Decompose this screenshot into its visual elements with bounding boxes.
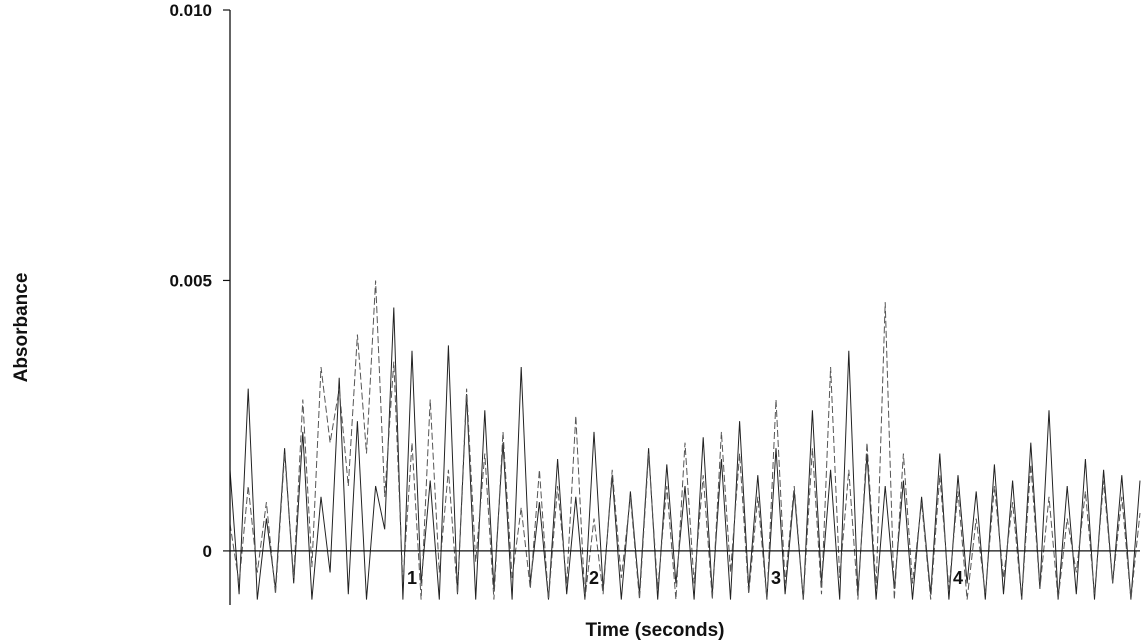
x-ticks: 1 2 3 4 xyxy=(407,568,963,588)
y-ticks: 0 0.005 0.010 xyxy=(169,1,230,561)
y-tick-label: 0 xyxy=(203,542,212,561)
y-tick-label: 0.010 xyxy=(169,1,212,20)
x-axis-title: Time (seconds) xyxy=(585,620,724,641)
series-line-2-dashed xyxy=(229,280,1141,600)
y-tick-label: 0.005 xyxy=(169,271,212,290)
x-tick-label: 4 xyxy=(953,568,963,588)
x-tick-label: 1 xyxy=(407,568,417,588)
series-layer xyxy=(229,280,1141,600)
y-axis-title: Absorbance xyxy=(11,273,32,383)
series-line-1-solid xyxy=(229,307,1141,600)
x-tick-label: 2 xyxy=(589,568,599,588)
x-tick-label: 3 xyxy=(771,568,781,588)
